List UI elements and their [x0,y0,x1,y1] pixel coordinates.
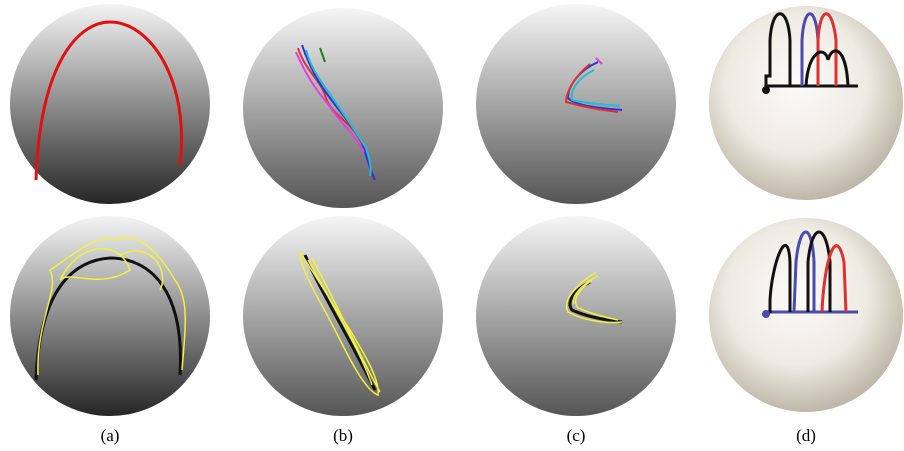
curve [34,20,183,181]
sphere [10,4,210,204]
panel-label: (c) [567,426,586,445]
sphere [243,8,443,208]
curves [295,44,376,181]
curve [299,251,381,397]
panel-label: (d) [796,426,816,445]
curves [762,230,858,318]
sphere [243,216,443,416]
curve [37,237,186,376]
curve [565,271,623,324]
sphere [709,218,903,412]
sphere [10,216,210,416]
panel-label: (a) [101,426,120,445]
sphere [709,6,903,200]
panel-label: (b) [333,426,353,445]
curve [34,256,182,381]
curves [564,57,623,113]
curves [762,12,858,94]
